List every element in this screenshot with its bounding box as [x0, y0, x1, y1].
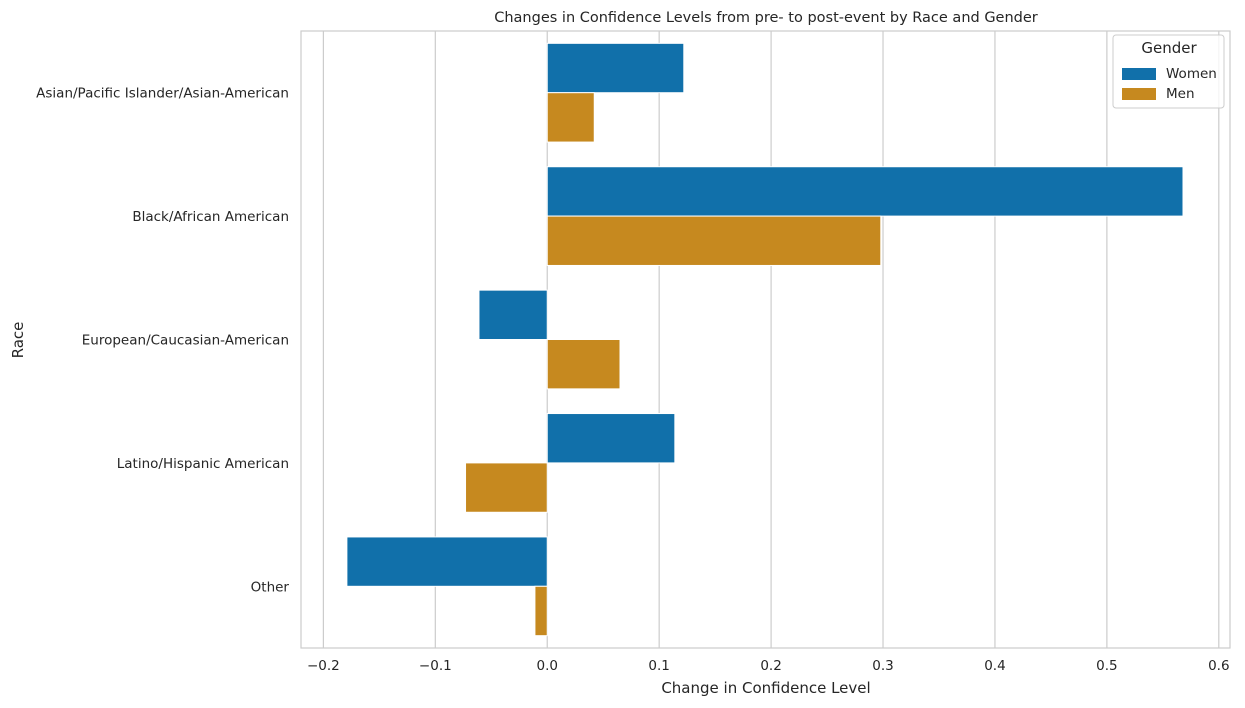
- y-tick-label: Other: [251, 579, 290, 595]
- legend: Gender Women Men: [1112, 34, 1225, 109]
- legend-title: Gender: [1141, 39, 1197, 57]
- x-tick-label: 0.2: [760, 658, 781, 674]
- plot-area: Asian/Pacific Islander/Asian-American Bla…: [36, 30, 1231, 674]
- legend-swatch-men: [1122, 88, 1156, 100]
- bar-men: [546, 215, 882, 266]
- x-tick-label: −0.2: [307, 658, 340, 674]
- bar-men: [546, 339, 621, 390]
- x-axis-label: Change in Confidence Level: [661, 679, 870, 697]
- bar-men: [534, 585, 548, 637]
- chart-title: Changes in Confidence Levels from pre- t…: [494, 10, 1038, 26]
- bar-men: [465, 462, 548, 513]
- x-tick-label: 0.1: [648, 658, 669, 674]
- y-tick-label: Latino/Hispanic American: [117, 456, 289, 472]
- x-tick-label: −0.1: [419, 658, 452, 674]
- y-tick-label: Black/African American: [132, 209, 289, 225]
- y-tick-label: European/Caucasian-American: [82, 333, 289, 349]
- x-tick-label: 0.5: [1096, 658, 1117, 674]
- y-axis-label: Race: [9, 322, 27, 359]
- y-tick-label: Asian/Pacific Islander/Asian-American: [36, 86, 289, 102]
- x-tick-label: 0.6: [1208, 658, 1229, 674]
- plot-frame: [300, 30, 1231, 649]
- bar-women: [546, 166, 1184, 217]
- bar-women: [546, 42, 685, 94]
- x-tick-label: 0.4: [984, 658, 1005, 674]
- x-tick-label: 0.0: [536, 658, 557, 674]
- legend-label-men: Men: [1166, 86, 1195, 102]
- bar-men: [546, 92, 595, 143]
- legend-label-women: Women: [1166, 66, 1217, 82]
- bar-women: [346, 536, 548, 587]
- bar-women: [478, 289, 548, 341]
- legend-swatch-women: [1122, 68, 1156, 80]
- bar-women: [546, 413, 676, 464]
- x-tick-label: 0.3: [872, 658, 893, 674]
